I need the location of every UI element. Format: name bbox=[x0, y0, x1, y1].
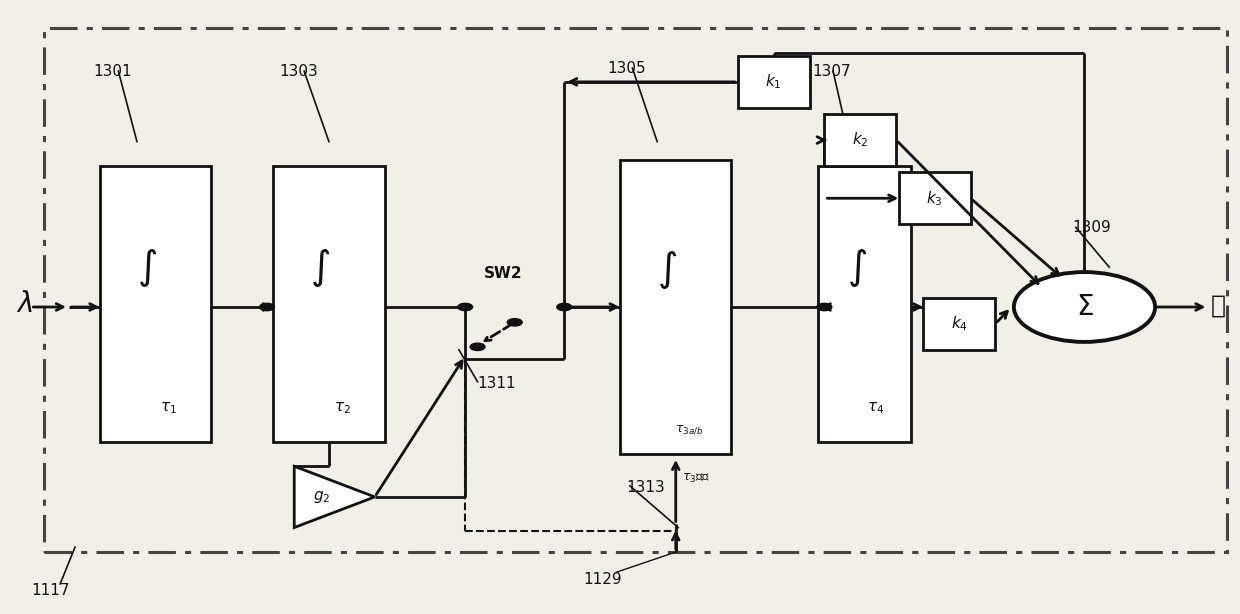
Text: $\Sigma$: $\Sigma$ bbox=[1075, 293, 1094, 321]
Text: $\int$: $\int$ bbox=[657, 249, 677, 292]
Bar bbox=[825, 114, 897, 166]
Text: $k_4$: $k_4$ bbox=[951, 314, 968, 333]
Text: $k_3$: $k_3$ bbox=[926, 189, 942, 208]
Circle shape bbox=[470, 343, 485, 351]
Text: 1117: 1117 bbox=[32, 583, 71, 597]
Bar bbox=[620, 160, 732, 454]
Text: $\tau_3$选择: $\tau_3$选择 bbox=[682, 472, 711, 485]
Text: SW2: SW2 bbox=[484, 266, 522, 281]
Bar bbox=[738, 56, 810, 108]
Text: $\tau_4$: $\tau_4$ bbox=[867, 400, 884, 416]
Text: 1305: 1305 bbox=[608, 61, 646, 76]
Text: $\lambda$: $\lambda$ bbox=[16, 290, 32, 318]
Bar bbox=[45, 28, 1226, 552]
Circle shape bbox=[817, 303, 832, 311]
Bar bbox=[99, 166, 211, 442]
Text: $k_2$: $k_2$ bbox=[852, 131, 868, 149]
Text: $\int$: $\int$ bbox=[847, 247, 867, 289]
Text: 1309: 1309 bbox=[1073, 220, 1111, 235]
Text: 出: 出 bbox=[1210, 293, 1226, 317]
Text: 1313: 1313 bbox=[626, 480, 665, 495]
Text: 1311: 1311 bbox=[477, 376, 516, 391]
Circle shape bbox=[1014, 272, 1156, 342]
Text: $\tau_{3a/b}$: $\tau_{3a/b}$ bbox=[675, 423, 703, 436]
Text: $k_1$: $k_1$ bbox=[765, 72, 782, 91]
Text: $g_2$: $g_2$ bbox=[312, 489, 330, 505]
Circle shape bbox=[259, 303, 274, 311]
Circle shape bbox=[507, 319, 522, 326]
Text: $\int$: $\int$ bbox=[136, 247, 156, 289]
Bar bbox=[924, 298, 996, 350]
Circle shape bbox=[458, 303, 472, 311]
Bar bbox=[273, 166, 384, 442]
Text: $\tau_1$: $\tau_1$ bbox=[160, 400, 177, 416]
Text: $\tau_2$: $\tau_2$ bbox=[334, 400, 351, 416]
Circle shape bbox=[557, 303, 572, 311]
Bar bbox=[818, 166, 911, 442]
Text: 1303: 1303 bbox=[279, 64, 319, 79]
Text: 1301: 1301 bbox=[93, 64, 133, 79]
Text: $\int$: $\int$ bbox=[310, 247, 330, 289]
Text: 1129: 1129 bbox=[583, 572, 621, 587]
Bar bbox=[899, 172, 971, 224]
Text: 1307: 1307 bbox=[812, 64, 851, 79]
Polygon shape bbox=[294, 466, 374, 527]
